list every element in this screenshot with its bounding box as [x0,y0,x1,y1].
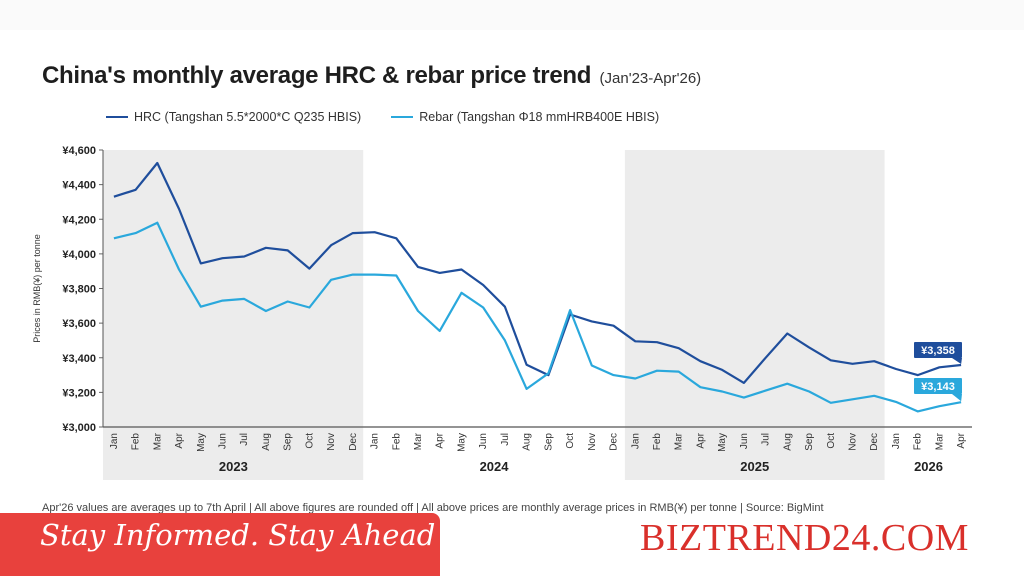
series-line-hrc [113,161,962,384]
x-tick-label: Sep [804,433,815,451]
x-tick-label: May [196,433,207,452]
x-tick-label: Aug [261,433,272,451]
y-axis-title: Prices in RMB(¥) per tonne [32,234,42,343]
x-tick-label: Sep [283,433,294,451]
end-value-box-hrc [914,342,962,358]
brand-logo: BIZTREND24.COM [640,517,969,559]
x-tick-label: Feb [652,433,663,451]
top-band [0,0,1024,30]
x-tick-label: Jan [109,433,120,449]
footnote: Apr'26 values are averages up to 7th Apr… [42,502,824,514]
end-value-label-hrc: ¥3,358 [921,345,955,357]
x-tick-label: May [456,433,467,452]
x-tick-label: Jan [370,433,381,449]
x-tick-label: Feb [391,433,402,451]
end-value-pointer [952,358,962,365]
y-tick-label: ¥3,200 [62,387,96,399]
x-tick-label: Apr [695,432,706,448]
x-tick-label: Oct [826,433,837,449]
end-value-pointer [952,394,962,402]
y-tick-label: ¥4,400 [62,180,96,192]
y-tick-label: ¥4,200 [62,214,96,226]
legend-label-hrc: HRC (Tangshan 5.5*2000*C Q235 HBIS) [134,110,362,124]
x-tick-label: Nov [587,433,598,451]
legend-label-rebar: Rebar (Tangshan Φ18 mmHRB400E HBIS) [419,110,660,124]
x-tick-label: Jan [630,433,641,449]
chart-legend: HRC (Tangshan 5.5*2000*C Q235 HBIS) Reba… [106,110,659,124]
year-label-2023: 2023 [219,459,248,474]
y-tick-label: ¥4,600 [62,145,96,157]
tagline: Stay Informed. Stay Ahead [40,518,436,552]
x-tick-label: Dec [348,433,359,451]
x-tick-label: Nov [848,433,859,451]
x-tick-label: Apr [956,432,967,448]
x-tick-label: Feb [131,433,142,451]
x-tick-label: Aug [522,433,533,451]
x-tick-label: Jul [761,433,772,446]
x-tick-label: Oct [304,433,315,449]
year-band-2023 [103,150,364,480]
year-label-2026: 2026 [914,459,943,474]
x-tick-label: Mar [934,432,945,450]
legend-item-rebar: Rebar (Tangshan Φ18 mmHRB400E HBIS) [391,110,659,124]
x-tick-label: Apr [435,432,446,448]
x-tick-label: Mar [413,432,424,450]
x-tick-label: Dec [609,433,620,451]
legend-item-hrc: HRC (Tangshan 5.5*2000*C Q235 HBIS) [106,110,361,124]
x-tick-label: Nov [326,433,337,451]
x-tick-label: Dec [869,433,880,451]
x-tick-label: Mar [674,432,685,450]
x-tick-label: Feb [913,433,924,451]
y-tick-label: ¥3,400 [62,353,96,365]
end-value-box-rebar [914,378,962,394]
y-tick-label: ¥3,000 [62,422,96,434]
x-tick-label: Jun [217,433,228,449]
title-row: China's monthly average HRC & rebar pric… [42,62,701,90]
year-label-2024: 2024 [480,459,510,474]
year-label-2025: 2025 [740,459,769,474]
x-tick-label: Apr [174,432,185,448]
x-tick-label: Jun [478,433,489,449]
x-tick-label: May [717,433,728,452]
x-tick-label: Mar [152,432,163,450]
y-tick-label: ¥3,600 [62,318,96,330]
y-tick-label: ¥4,000 [62,249,96,261]
x-tick-label: Sep [543,433,554,451]
end-value-label-rebar: ¥3,143 [921,381,955,393]
series-line-rebar [113,221,962,413]
chart-subtitle: (Jan'23-Apr'26) [599,70,702,87]
x-tick-label: Oct [565,433,576,449]
x-tick-label: Jul [239,433,250,446]
legend-swatch-rebar [391,115,414,119]
tagline-banner [0,513,440,576]
x-tick-label: Jul [500,433,511,446]
x-tick-label: Jun [739,433,750,449]
legend-swatch-hrc [106,115,128,119]
y-tick-label: ¥3,800 [62,284,96,296]
x-tick-label: Jan [891,433,902,449]
x-tick-label: Aug [782,433,793,451]
year-band-2025 [624,150,886,480]
chart-title: China's monthly average HRC & rebar pric… [42,62,592,89]
